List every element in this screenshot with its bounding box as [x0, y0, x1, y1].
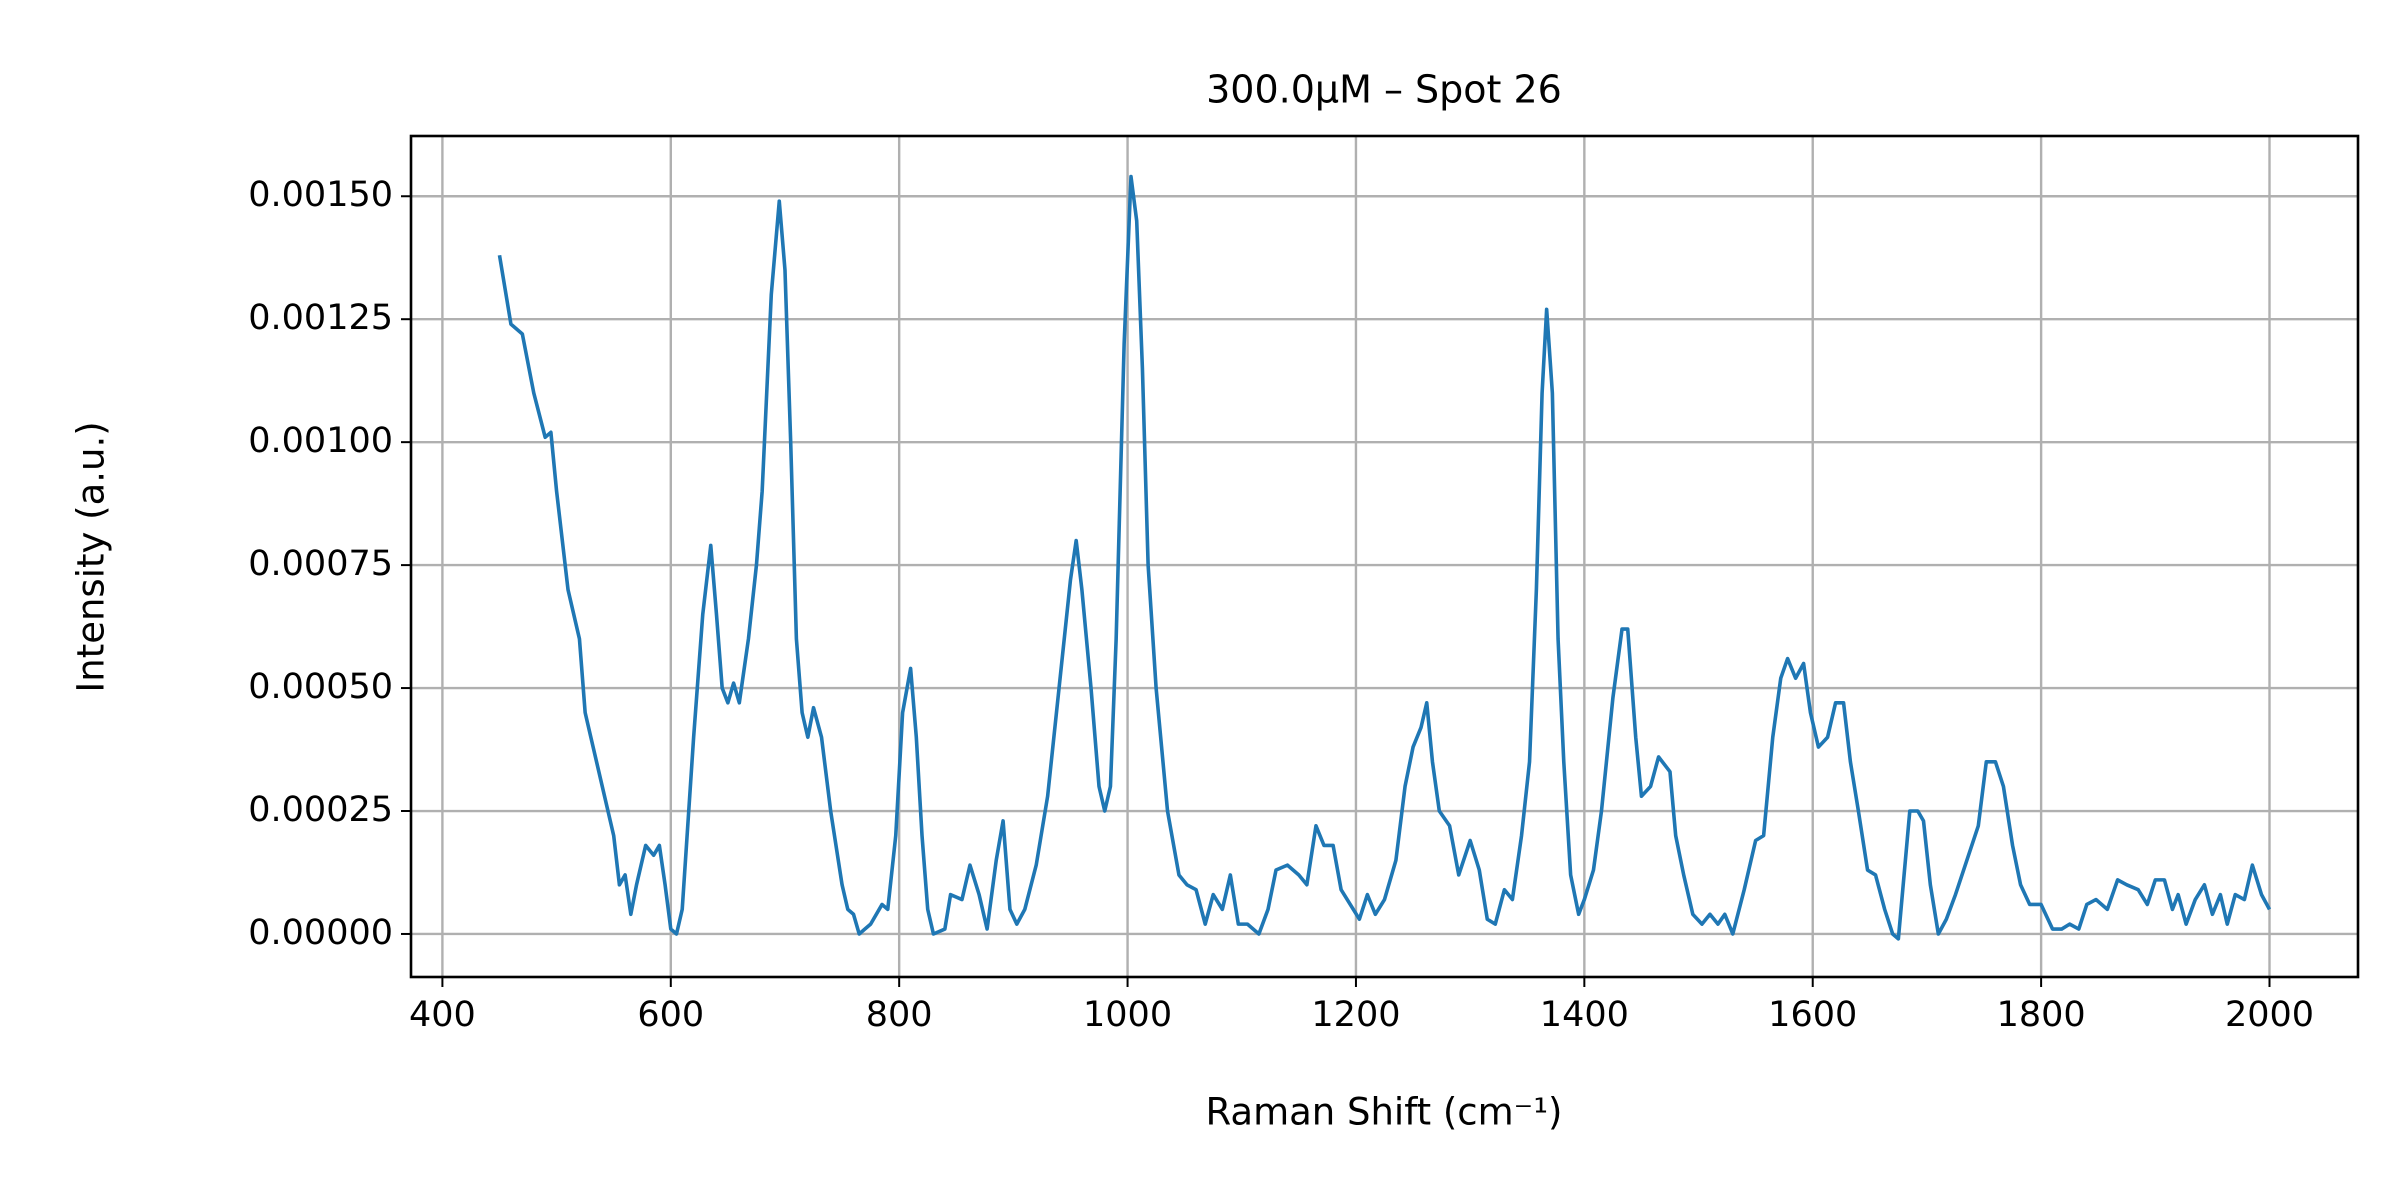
- y-tick-label: 0.00150: [248, 175, 393, 215]
- chart-title: 300.0μM – Spot 26: [1206, 68, 1562, 112]
- x-tick-label: 600: [637, 995, 704, 1035]
- x-tick-label: 2000: [2225, 995, 2314, 1035]
- x-tick-label: 1600: [1768, 995, 1857, 1035]
- x-tick-label: 800: [866, 995, 933, 1035]
- y-tick-label: 0.00125: [248, 298, 393, 338]
- y-tick-label: 0.00025: [248, 790, 393, 830]
- y-tick-label: 0.00050: [248, 667, 393, 707]
- x-axis-label: Raman Shift (cm⁻¹): [1206, 1091, 1563, 1134]
- x-tick-label: 1400: [1540, 995, 1629, 1035]
- x-tick-label: 1000: [1083, 995, 1172, 1035]
- y-tick-label: 0.00000: [248, 913, 393, 953]
- y-tick-label: 0.00100: [248, 421, 393, 461]
- x-tick-label: 1200: [1311, 995, 1400, 1035]
- y-tick-label: 0.00075: [248, 544, 393, 584]
- x-tick-label: 1800: [1997, 995, 2086, 1035]
- data-line: [497, 174, 2272, 941]
- plot-frame: [409, 134, 2360, 979]
- y-axis-label: Intensity (a.u.): [70, 421, 113, 692]
- x-tick-label: 400: [409, 995, 476, 1035]
